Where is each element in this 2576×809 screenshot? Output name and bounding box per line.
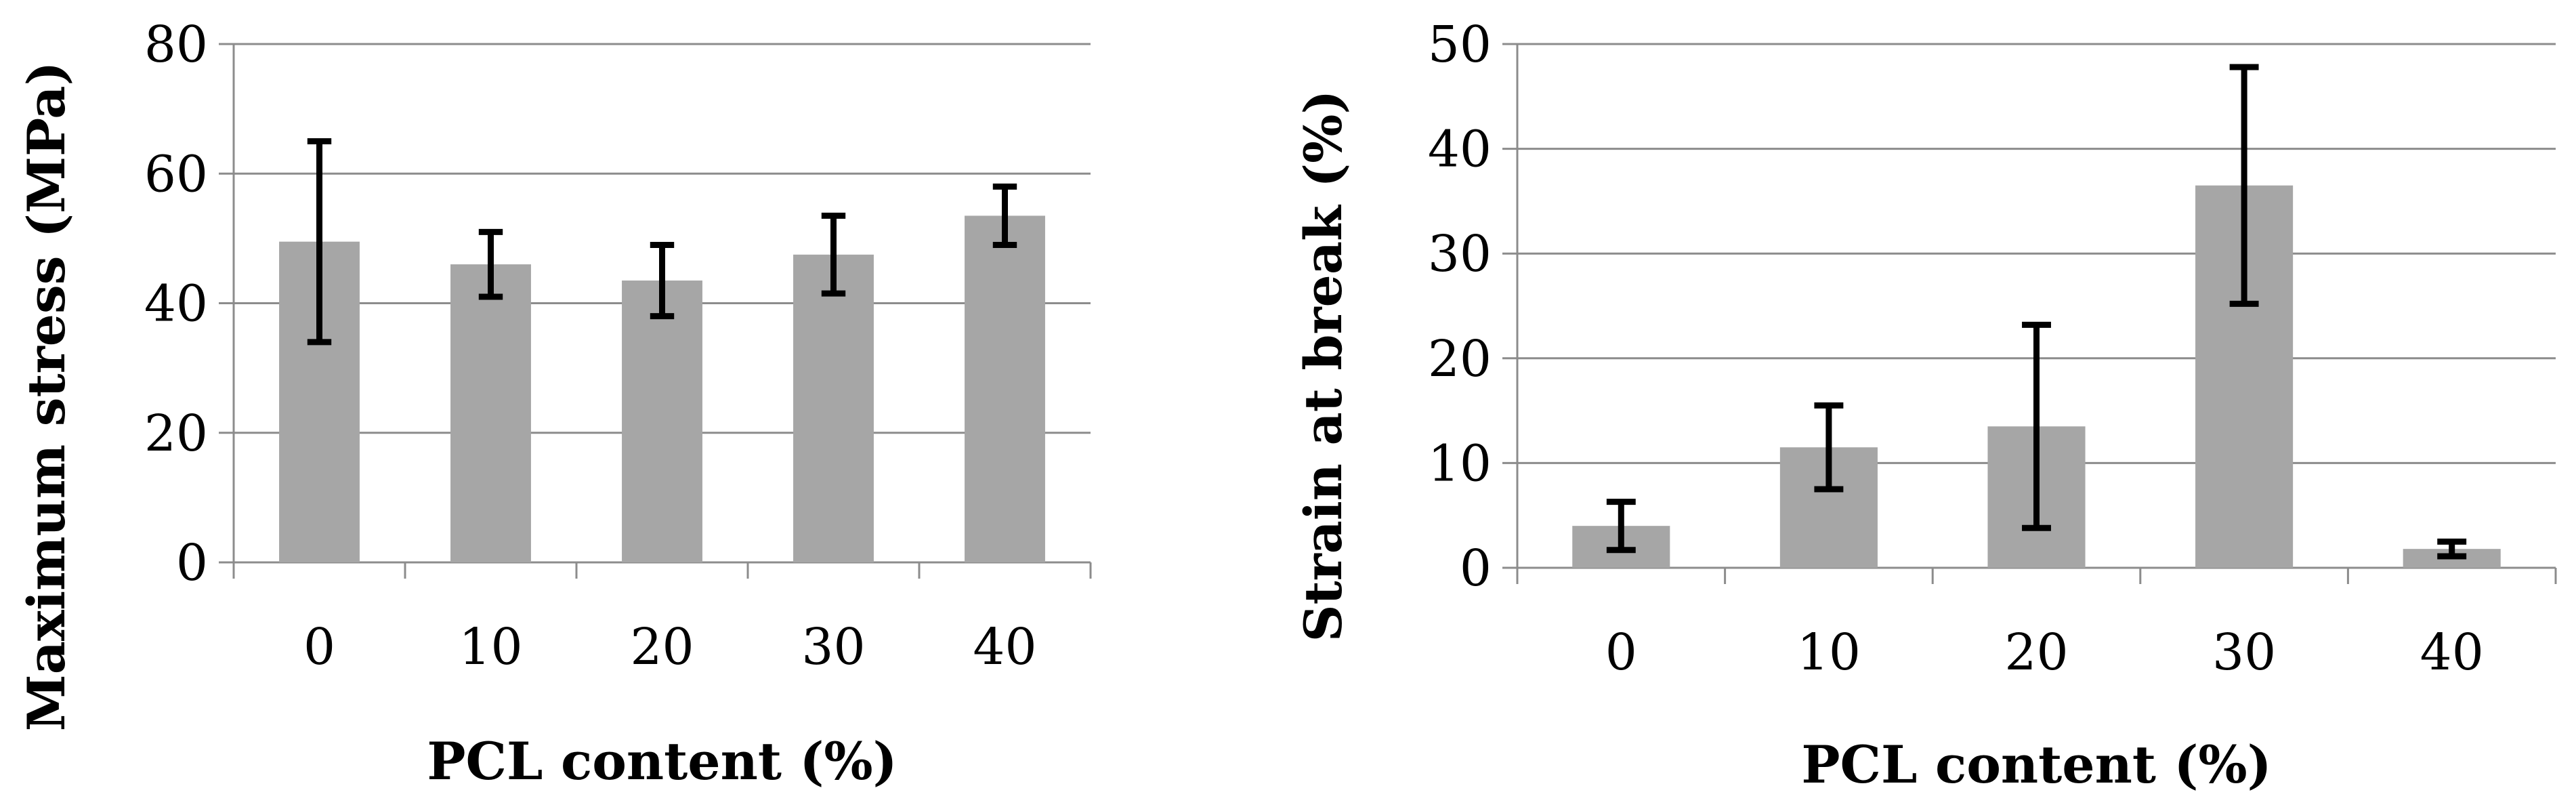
strain-x-tick-label-20: 20 (2004, 623, 2068, 682)
strain-error-bars (1606, 64, 2467, 560)
strain-x-tick-label-40: 40 (2420, 623, 2484, 682)
stress-y-tick-label: 40 (144, 275, 208, 333)
stress-y-axis-title: Maximum stress (MPa) (16, 62, 77, 732)
strain-y-axis-title: Strain at break (%) (1293, 90, 1353, 642)
stress-y-tick-labels: 0 20 40 60 80 (144, 16, 208, 592)
stress-x-tick-label-20: 20 (630, 618, 694, 676)
strain-at-break-chart: 0 10 20 30 40 50 0 10 20 30 40 PCL content (%) St… (1293, 16, 2557, 795)
stress-y-tick-label: 60 (144, 145, 208, 203)
stress-bar-40 (965, 215, 1045, 562)
strain-y-tick-labels: 0 10 20 30 40 50 (1428, 16, 1492, 598)
stress-x-tick-label-40: 40 (973, 618, 1036, 676)
stress-x-tick-label-0: 0 (303, 618, 335, 676)
strain-x-tick-label-0: 0 (1605, 623, 1637, 682)
strain-y-tick-label: 0 (1460, 539, 1492, 598)
stress-x-axis-title: PCL content (%) (427, 731, 897, 791)
stress-x-tick-label-10: 10 (459, 618, 522, 676)
strain-y-tick-label: 30 (1428, 225, 1492, 283)
strain-x-tick-label-30: 30 (2212, 623, 2276, 682)
maximum-stress-chart: 0 20 40 60 80 0 10 20 30 40 PCL content (%) Maxi… (16, 16, 1092, 791)
stress-bar-10 (450, 264, 531, 562)
strain-y-tick-label: 10 (1428, 434, 1492, 493)
stress-error-bars (307, 138, 1017, 346)
stress-y-tick-label: 20 (144, 404, 208, 463)
strain-x-axis-title: PCL content (%) (1801, 734, 2271, 795)
strain-y-tick-label: 40 (1428, 121, 1492, 179)
stress-bar-20 (622, 281, 702, 562)
strain-y-tick-label: 50 (1428, 16, 1492, 74)
stress-bar-30 (793, 254, 874, 562)
stress-y-tick-label: 0 (176, 534, 208, 592)
strain-x-tick-label-10: 10 (1797, 623, 1861, 682)
strain-x-tick-labels: 0 10 20 30 40 (1605, 623, 2484, 682)
stress-y-tick-label: 80 (144, 16, 208, 74)
strain-y-tick-label: 20 (1428, 330, 1492, 388)
stress-x-tick-labels: 0 10 20 30 40 (303, 618, 1037, 676)
stress-x-tick-label-30: 30 (801, 618, 865, 676)
